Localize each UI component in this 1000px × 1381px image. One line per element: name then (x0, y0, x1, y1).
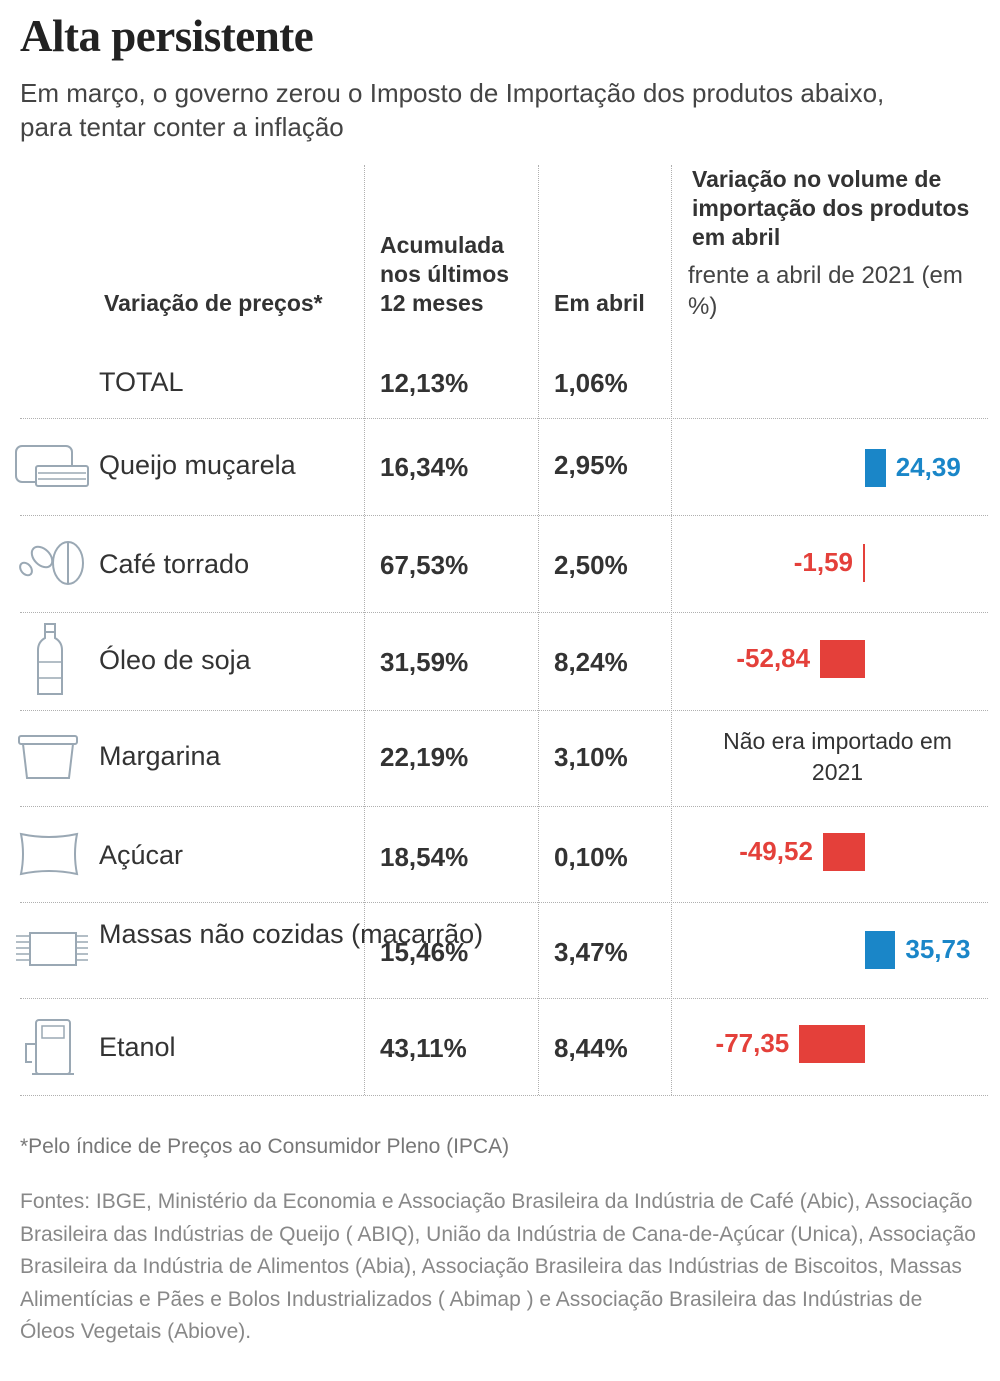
april-value: 3,10% (554, 742, 628, 772)
volume-bar-label: -77,35 (715, 1028, 790, 1058)
volume-bar-label: -1,59 (793, 547, 853, 577)
margarine-tub-icon (18, 735, 78, 779)
april-value: 3,47% (554, 937, 628, 967)
april-value: 1,06% (554, 368, 628, 398)
volume-bar-label: 24,39 (895, 452, 961, 482)
april-value: 0,10% (554, 842, 628, 872)
volume-bar (820, 640, 865, 678)
chart-title: Alta persistente (20, 11, 314, 61)
row-label: TOTAL (99, 367, 184, 397)
not-imported-note: Não era importado em 2021 (723, 728, 952, 785)
row-divider (20, 902, 988, 903)
column-divider (538, 165, 539, 1095)
row-divider (20, 998, 988, 999)
product-name: Açúcar (99, 840, 184, 870)
row-divider (20, 612, 988, 613)
coffee-beans-icon (19, 541, 84, 585)
sources-note: Fontes: IBGE, Ministério da Economia e A… (20, 1190, 976, 1343)
accumulated-value: 43,11% (380, 1033, 467, 1063)
row-divider (20, 806, 988, 807)
column-header-april: Em abril (554, 290, 645, 316)
footnote: *Pelo índice de Preços ao Consumidor Ple… (20, 1135, 510, 1158)
accumulated-value: 12,13% (380, 368, 469, 398)
product-name: Óleo de soja (99, 645, 251, 675)
volume-bar (865, 931, 896, 969)
chart-subtitle: Em março, o governo zerou o Imposto de I… (20, 78, 885, 142)
april-value: 2,50% (554, 550, 628, 580)
volume-bar (822, 833, 865, 871)
row-divider (20, 1095, 988, 1096)
april-value: 8,44% (554, 1033, 628, 1063)
volume-bar (865, 449, 886, 487)
product-name: Margarina (99, 741, 221, 771)
pasta-package-icon (16, 932, 88, 966)
accumulated-value: 31,59% (380, 647, 469, 677)
oil-bottle-icon (37, 623, 63, 695)
product-name: Café torrado (99, 549, 250, 579)
column-divider (671, 165, 672, 1095)
volume-bar (863, 544, 865, 582)
column-divider (364, 165, 365, 1095)
accumulated-value: 22,19% (380, 742, 469, 772)
volume-bar (799, 1025, 865, 1063)
april-value: 2,95% (554, 450, 628, 480)
volume-bar-label: 35,73 (905, 934, 971, 964)
volume-bar-label: -49,52 (739, 836, 813, 866)
accumulated-value: 15,46% (380, 937, 469, 967)
column-header-price: Variação de preços* (104, 290, 323, 316)
accumulated-value: 67,53% (380, 550, 469, 580)
april-value: 8,24% (554, 647, 628, 677)
column-subheader-volume: frente a abril de 2021 (em %) (688, 262, 963, 320)
column-header-volume: Variação no volume de importação dos pro… (692, 166, 970, 250)
product-name: Etanol (99, 1032, 176, 1062)
row-divider (20, 515, 988, 516)
product-name: Queijo muçarela (99, 450, 296, 480)
accumulated-value: 16,34% (380, 452, 469, 482)
fuel-pump-icon (25, 1019, 74, 1075)
volume-bar-label: -52,84 (736, 643, 811, 673)
product-name: Massas não cozidas (macarrão) (99, 919, 484, 949)
row-divider (20, 710, 988, 711)
column-header-accumulated: Acumulada nos últimos 12 meses (380, 232, 510, 316)
row-divider (20, 418, 988, 419)
sugar-bag-icon (19, 832, 79, 876)
cheese-icon (15, 445, 89, 487)
accumulated-value: 18,54% (380, 842, 469, 872)
